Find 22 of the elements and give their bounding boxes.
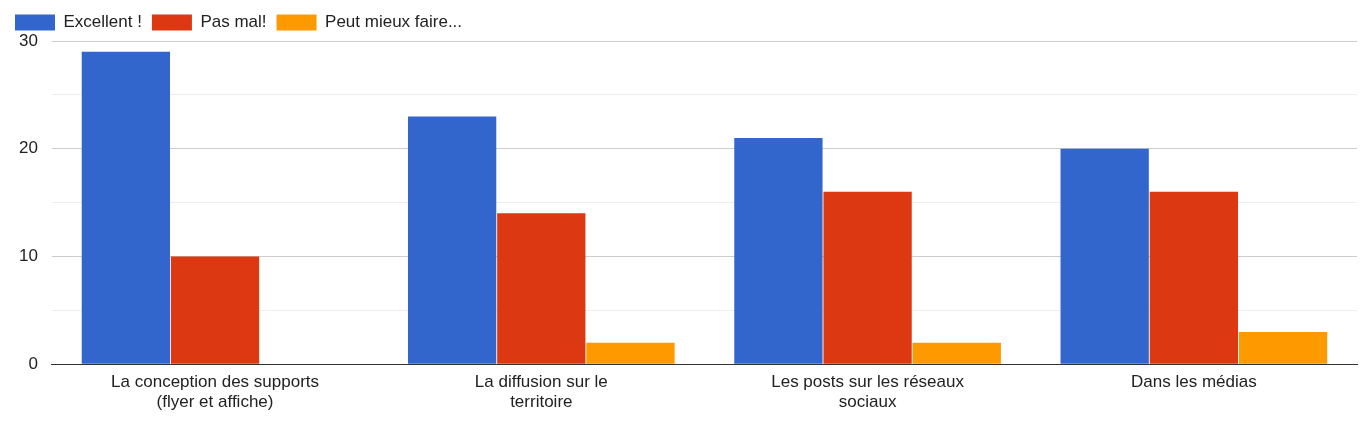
bar <box>1149 191 1239 364</box>
bar <box>912 342 1001 364</box>
y-tick-label: 30 <box>18 30 38 50</box>
x-tick-label: La conception des supports (flyer et affiche) <box>111 372 320 412</box>
x-tick-label: Dans les médias <box>1131 372 1257 392</box>
bar <box>407 116 497 364</box>
y-tick-label: 20 <box>18 138 38 158</box>
bar <box>1060 148 1149 364</box>
x-tick-label: Les posts sur les réseaux sociaux <box>771 372 965 412</box>
legend-label: Excellent ! <box>63 12 142 32</box>
bar <box>586 342 675 364</box>
x-tick-label: La diffusion sur le territoire <box>474 372 608 412</box>
bar <box>497 213 586 364</box>
y-tick-label: 10 <box>18 246 38 266</box>
bar <box>81 51 171 364</box>
y-tick-label: 0 <box>28 353 38 373</box>
legend-label: Pas mal! <box>200 12 267 32</box>
bar <box>734 137 823 364</box>
bar <box>170 256 260 364</box>
bar <box>1238 331 1328 364</box>
legend-label: Peut mieux faire... <box>325 12 463 32</box>
bar <box>823 191 912 364</box>
